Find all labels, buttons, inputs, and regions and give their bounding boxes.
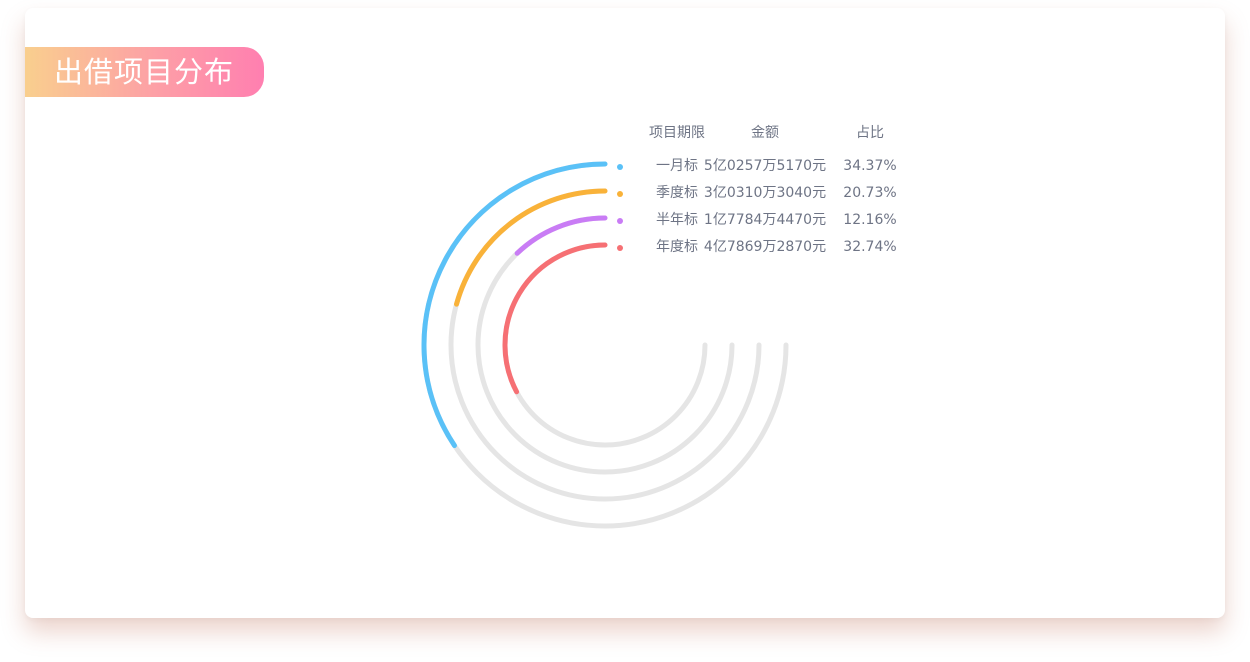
legend-term: 季度标 — [656, 185, 698, 201]
legend-share: 12.16% — [843, 212, 897, 228]
chart-bar[interactable] — [421, 161, 608, 449]
header-term: 项目期限 — [649, 125, 705, 141]
legend-amount: 3亿0310万3040元 — [703, 185, 827, 201]
legend-dot — [617, 218, 623, 224]
legend-row: 半年标 1亿7784万4470元 12.16% — [605, 207, 915, 234]
header-amount: 金额 — [751, 125, 779, 141]
chart-bars — [421, 161, 608, 449]
legend-row: 年度标 4亿7869万2870元 32.74% — [605, 234, 915, 261]
legend-term: 年度标 — [656, 239, 698, 255]
legend-row: 一月标 5亿0257万5170元 34.37% — [605, 153, 915, 180]
chart-bar[interactable] — [514, 215, 608, 256]
legend-term: 一月标 — [656, 158, 698, 174]
legend-term: 半年标 — [656, 212, 698, 228]
chart-card: 出借项目分布 — [25, 8, 1225, 618]
legend-share: 20.73% — [843, 185, 897, 201]
legend-amount: 5亿0257万5170元 — [703, 158, 827, 174]
legend-header-row: 项目期限 金额 占比 — [605, 120, 915, 147]
legend-dot — [617, 191, 623, 197]
chart-bar[interactable] — [454, 188, 608, 307]
legend-amount: 4亿7869万2870元 — [703, 239, 827, 255]
legend-row: 季度标 3亿0310万3040元 20.73% — [605, 180, 915, 207]
chart-bar[interactable] — [502, 242, 608, 395]
legend-share: 32.74% — [843, 239, 897, 255]
page-title: 出借项目分布 — [25, 47, 264, 97]
header-share: 占比 — [856, 125, 884, 141]
legend-share: 34.37% — [843, 158, 897, 174]
legend-amount: 1亿7784万4470元 — [703, 212, 827, 228]
legend-dot — [617, 245, 623, 251]
legend-dot — [617, 164, 623, 170]
